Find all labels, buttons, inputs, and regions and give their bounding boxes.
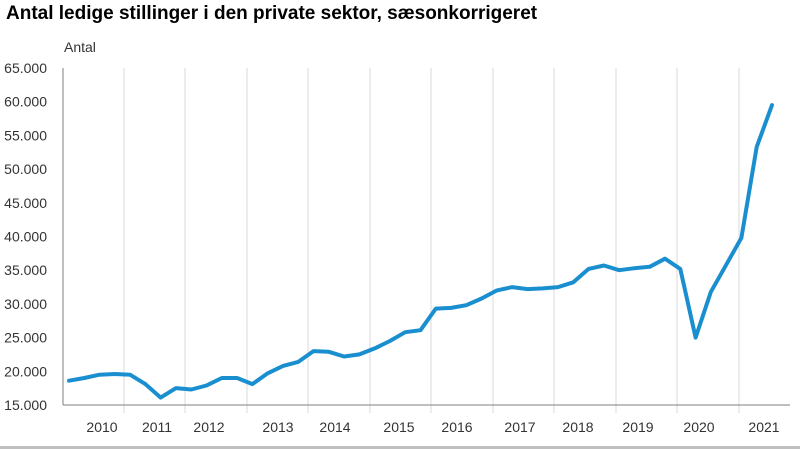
x-tick-label: 2014	[319, 419, 350, 435]
x-tick-labels: 2010 2011 2012 2013 2014 2015 2016 2017 2018 2019…	[86, 419, 779, 435]
chart-title: Antal ledige stillinger i den private se…	[6, 3, 538, 24]
y-tick-label: 45.000	[4, 195, 47, 211]
gridlines	[123, 68, 740, 413]
y-tick-label: 60.000	[4, 94, 47, 110]
y-tick-label: 35.000	[4, 262, 47, 278]
y-tick-label: 20.000	[4, 363, 47, 379]
y-tick-label: 30.000	[4, 296, 47, 312]
x-tick-label: 2017	[504, 419, 535, 435]
series-line	[67, 103, 774, 400]
x-tick-label: 2016	[441, 419, 472, 435]
x-tick-label: 2018	[562, 419, 593, 435]
x-tick-label: 2015	[383, 419, 414, 435]
y-tick-label: 40.000	[4, 229, 47, 245]
y-tick-label: 65.000	[4, 60, 47, 76]
y-tick-labels: 15.000 20.000 25.000 30.000 35.000 40.000 45.0…	[4, 60, 47, 413]
y-tick-label: 55.000	[4, 127, 47, 143]
y-tick-label: 50.000	[4, 161, 47, 177]
x-tick-label: 2011	[142, 419, 172, 435]
x-tick-label: 2010	[86, 419, 117, 435]
x-tick-label: 2012	[193, 419, 224, 435]
x-tick-label: 2020	[683, 419, 714, 435]
bottom-rule	[0, 446, 800, 449]
y-axis-title: Antal	[64, 39, 96, 55]
x-tick-label: 2021	[748, 419, 779, 435]
x-tick-label: 2019	[622, 419, 653, 435]
y-tick-label: 25.000	[4, 330, 47, 346]
y-tick-label: 15.000	[4, 397, 47, 413]
x-tick-label: 2013	[262, 419, 293, 435]
